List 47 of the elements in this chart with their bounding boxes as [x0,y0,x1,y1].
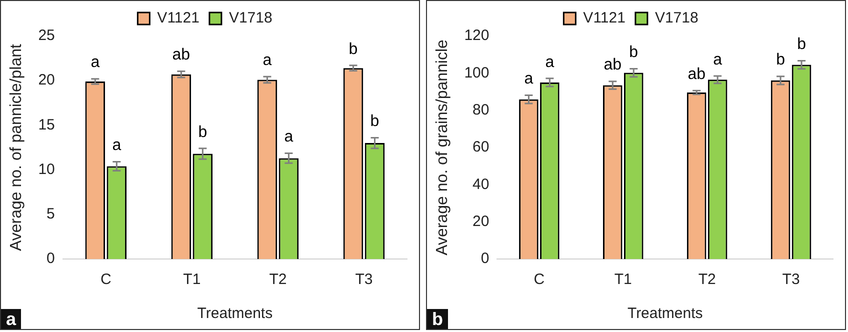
y-tick-label: 20 [472,212,490,230]
y-tick-label: 60 [472,138,490,156]
y-tick-label: 25 [38,27,55,44]
data-label: a [262,52,272,69]
x-tick-label: T3 [355,271,373,288]
y-tick-label: 80 [472,101,490,118]
data-label: b [797,36,806,54]
y-tick-label: 100 [464,64,490,82]
legend-label: V1718 [228,10,272,27]
y-tick-label: 0 [46,250,55,268]
x-tick-label: C [534,271,545,288]
text: b [427,309,448,329]
y-tick-label: 15 [38,116,55,134]
text: a [1,309,22,329]
y-tick-label: 120 [464,27,490,44]
data-label: a [545,54,554,71]
data-label: b [198,124,208,141]
x-tick-label: T1 [614,271,632,288]
data-label: a [90,54,100,72]
legend-label: V1718 [654,10,698,27]
data-label: a [713,51,722,68]
x-tick-label: T2 [698,271,716,288]
data-label: b [370,113,380,130]
legend-label: V1121 [583,10,626,27]
x-tick-label: T3 [782,271,800,288]
x-tick-label: T2 [269,271,287,288]
x-axis-title: Treatments [627,305,703,322]
y-tick-label: 5 [46,206,55,223]
x-axis-title: Treatments [197,305,273,322]
y-axis-title: Average no. of grains/pannicle [434,39,452,256]
data-label: a [284,128,294,146]
data-label: a [112,137,122,154]
data-label: b [629,44,638,62]
data-label: b [776,52,786,69]
y-tick-label: 40 [472,176,490,193]
data-label: ab [604,56,622,74]
x-tick-label: T1 [183,271,201,288]
y-tick-label: 0 [480,250,490,268]
data-label: ab [688,66,706,84]
y-tick-label: 10 [38,160,55,178]
data-label: a [524,70,534,88]
y-axis-title: Average no. of pannicle/plant [8,43,26,251]
data-label: b [348,40,358,58]
y-tick-label: 20 [38,72,55,89]
legend-label: V1121 [157,10,200,27]
x-tick-label: C [100,271,112,288]
data-label: ab [172,46,190,64]
